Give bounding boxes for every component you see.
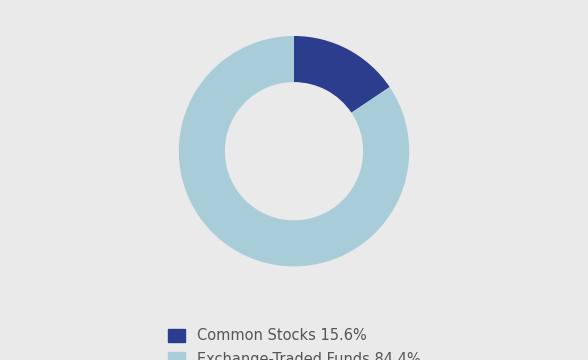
Wedge shape	[294, 36, 390, 113]
Legend: Common Stocks 15.6%, Exchange-Traded Funds 84.4%: Common Stocks 15.6%, Exchange-Traded Fun…	[161, 321, 427, 360]
Wedge shape	[179, 36, 409, 266]
